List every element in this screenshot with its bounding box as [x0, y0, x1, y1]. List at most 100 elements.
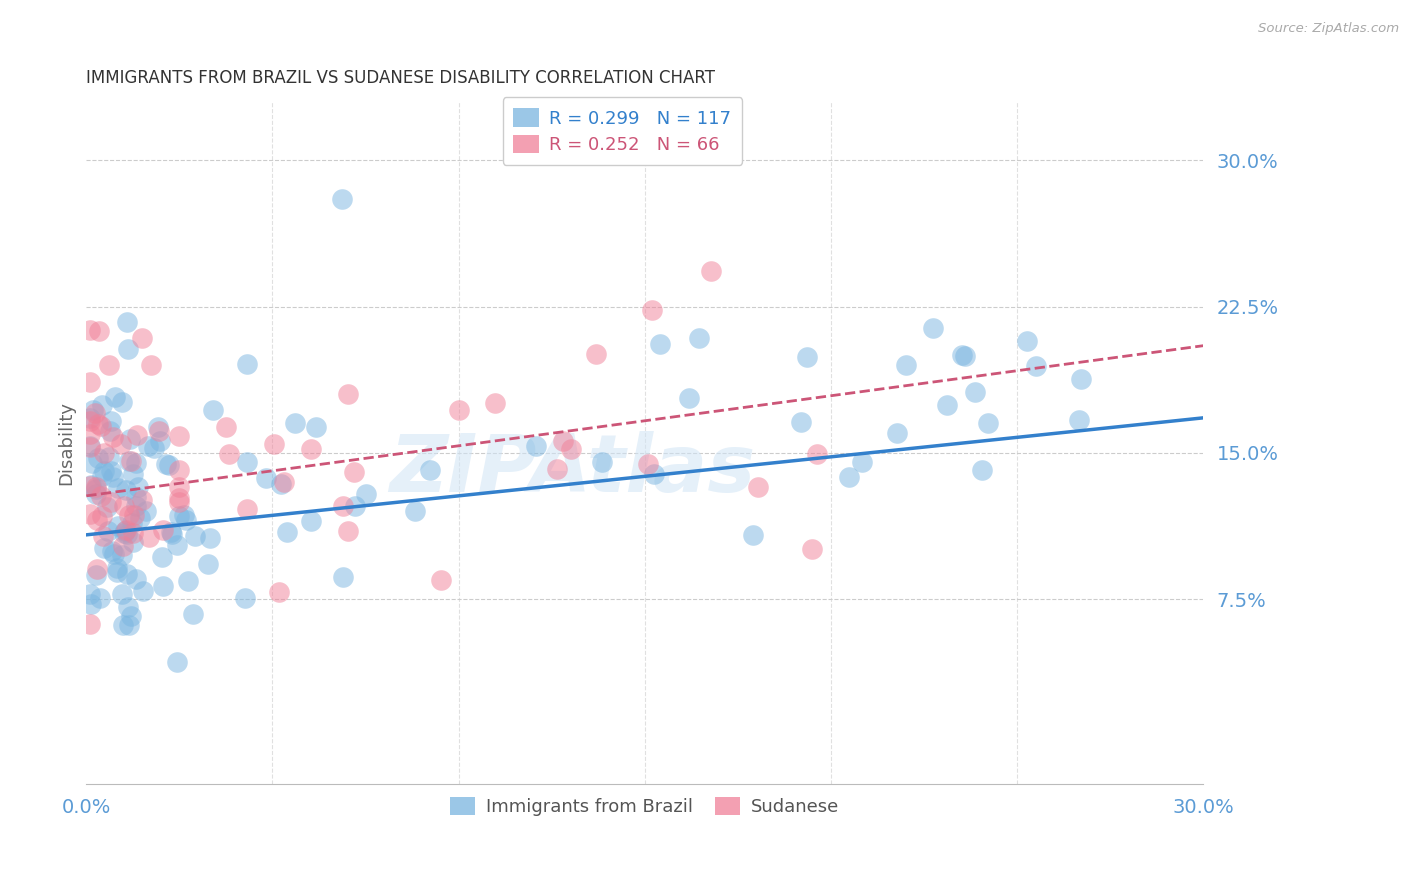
Point [233, 591, 256, 605]
Point [118, 454, 141, 468]
Legend: Immigrants from Brazil, Sudanese: Immigrants from Brazil, Sudanese [443, 789, 846, 823]
Text: IMMIGRANTS FROM BRAZIL VS SUDANESE DISABILITY CORRELATION CHART: IMMIGRANTS FROM BRAZIL VS SUDANESE DISAB… [86, 69, 716, 87]
Point [169, 429, 191, 443]
Point [198, 532, 221, 546]
Point [90, 419, 112, 434]
Point [152, 549, 174, 564]
Point [524, 439, 547, 453]
Point [89, 591, 111, 606]
Point [115, 483, 138, 497]
Point [560, 442, 582, 457]
Point [84, 406, 107, 420]
Point [343, 465, 366, 479]
Point [110, 437, 132, 451]
Point [79, 440, 101, 454]
Point [127, 480, 149, 494]
Point [1015, 334, 1038, 349]
Point [97, 524, 120, 538]
Point [91, 529, 114, 543]
Point [166, 538, 188, 552]
Text: ZIPAtlas: ZIPAtlas [389, 432, 755, 509]
Point [91, 469, 114, 483]
Point [114, 524, 136, 539]
Point [121, 516, 143, 530]
Point [111, 395, 134, 409]
Point [152, 579, 174, 593]
Point [284, 416, 307, 430]
Point [152, 523, 174, 537]
Point [90, 489, 112, 503]
Point [337, 524, 360, 538]
Point [100, 495, 122, 509]
Point [79, 427, 101, 442]
Point [806, 447, 828, 461]
Point [96, 500, 118, 514]
Point [104, 390, 127, 404]
Point [100, 543, 122, 558]
Point [447, 403, 470, 417]
Point [299, 514, 322, 528]
Point [747, 480, 769, 494]
Point [93, 541, 115, 556]
Point [86, 512, 108, 526]
Point [801, 542, 824, 557]
Point [146, 419, 169, 434]
Point [404, 504, 426, 518]
Point [169, 463, 191, 477]
Point [131, 492, 153, 507]
Point [236, 502, 259, 516]
Point [742, 528, 765, 542]
Point [162, 527, 184, 541]
Point [484, 396, 506, 410]
Point [429, 573, 451, 587]
Point [80, 457, 103, 471]
Point [273, 475, 295, 489]
Point [851, 455, 873, 469]
Point [551, 434, 574, 449]
Point [263, 437, 285, 451]
Point [184, 529, 207, 543]
Point [132, 584, 155, 599]
Point [149, 434, 172, 448]
Point [82, 403, 104, 417]
Point [965, 385, 987, 400]
Point [585, 347, 607, 361]
Point [700, 264, 723, 278]
Point [181, 607, 204, 621]
Text: Source: ZipAtlas.com: Source: ZipAtlas.com [1258, 22, 1399, 36]
Point [139, 358, 162, 372]
Point [643, 467, 665, 482]
Point [115, 524, 138, 538]
Point [125, 456, 148, 470]
Point [97, 358, 120, 372]
Point [112, 526, 135, 541]
Point [79, 414, 101, 428]
Point [546, 462, 568, 476]
Point [838, 470, 860, 484]
Point [269, 584, 291, 599]
Point [950, 348, 973, 362]
Point [100, 414, 122, 428]
Point [84, 568, 107, 582]
Point [125, 490, 148, 504]
Point [115, 315, 138, 329]
Point [136, 439, 159, 453]
Point [121, 535, 143, 549]
Point [107, 519, 129, 533]
Point [169, 495, 191, 509]
Point [254, 471, 277, 485]
Point [169, 509, 191, 524]
Point [122, 508, 145, 523]
Point [142, 442, 165, 456]
Point [591, 455, 613, 469]
Point [84, 482, 107, 496]
Point [135, 504, 157, 518]
Point [796, 350, 818, 364]
Point [128, 511, 150, 525]
Point [936, 398, 959, 412]
Point [79, 587, 101, 601]
Point [921, 321, 943, 335]
Point [304, 420, 326, 434]
Point [688, 330, 710, 344]
Point [157, 458, 180, 472]
